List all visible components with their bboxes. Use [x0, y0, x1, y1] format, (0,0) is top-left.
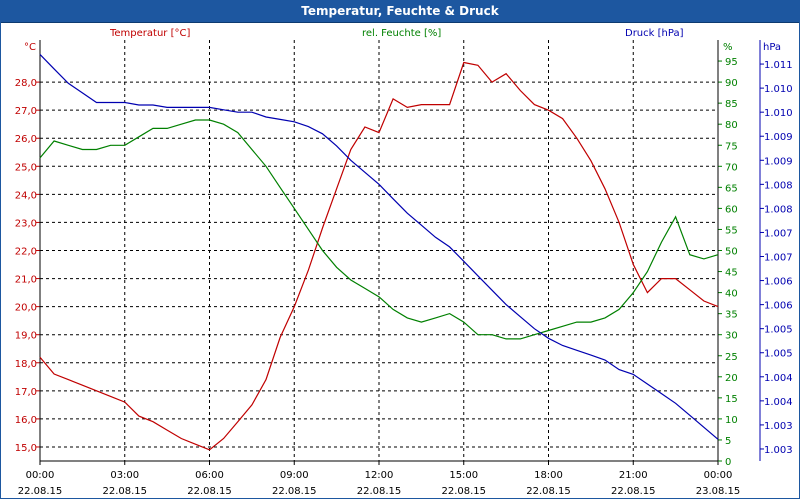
x-tick-time-label: 15:00: [449, 470, 478, 481]
humidity-tick-label: 25: [725, 352, 738, 363]
humidity-tick-label: 0: [725, 457, 731, 468]
pressure-tick-label: 1.004: [764, 397, 793, 408]
temperature-tick-label: 23,0: [15, 218, 37, 229]
temperature-tick-label: 18,0: [15, 359, 37, 370]
x-tick-time-label: 09:00: [280, 470, 309, 481]
pressure-tick-label: 1.005: [764, 325, 793, 336]
humidity-tick-label: 40: [725, 289, 738, 300]
temperature-tick-label: 21,0: [15, 275, 37, 286]
pressure-tick-label: 1.006: [764, 301, 793, 312]
humidity-tick-label: 70: [725, 162, 738, 173]
humidity-tick-label: 75: [725, 141, 738, 152]
temperature-tick-label: 16,0: [15, 415, 37, 426]
temperature-tick-label: 26,0: [15, 134, 37, 145]
temperature-unit-label: °C: [24, 42, 36, 53]
pressure-tick-label: 1.004: [764, 373, 793, 384]
pressure-tick-label: 1.003: [764, 445, 793, 456]
x-tick-time-label: 06:00: [195, 470, 224, 481]
humidity-series-line: [39, 119, 719, 340]
x-tick-date-label: 22.08.15: [611, 486, 656, 497]
pressure-axis-label: Druck [hPa]: [625, 28, 684, 39]
temperature-tick-label: 24,0: [15, 190, 37, 201]
temperature-tick-label: 25,0: [15, 162, 37, 173]
humidity-tick-label: 10: [725, 415, 738, 426]
humidity-tick-label: 95: [725, 57, 738, 68]
pressure-tick-label: 1.009: [764, 132, 793, 143]
humidity-tick-label: 35: [725, 310, 738, 321]
humidity-axis-label: rel. Feuchte [%]: [362, 28, 441, 39]
humidity-tick-label: 80: [725, 120, 738, 131]
temperature-tick-label: 19,0: [15, 331, 37, 342]
pressure-tick-label: 1.007: [764, 253, 793, 264]
pressure-tick-label: 1.010: [764, 108, 793, 119]
x-tick-date-label: 23.08.15: [696, 486, 741, 497]
pressure-tick-label: 1.005: [764, 349, 793, 360]
temperature-tick-label: 22,0: [15, 247, 37, 258]
pressure-tick-label: 1.009: [764, 156, 793, 167]
pressure-series-line: [39, 53, 719, 440]
x-tick-date-label: 22.08.15: [187, 486, 232, 497]
x-tick-date-label: 22.08.15: [526, 486, 571, 497]
humidity-tick-label: 55: [725, 225, 738, 236]
humidity-tick-label: 65: [725, 183, 738, 194]
x-tick-date-label: 22.08.15: [272, 486, 317, 497]
temperature-tick-label: 20,0: [15, 303, 37, 314]
temperature-tick-label: 27,0: [15, 106, 37, 117]
x-tick-date-label: 22.08.15: [102, 486, 147, 497]
humidity-tick-label: 60: [725, 204, 738, 215]
pressure-tick-label: 1.006: [764, 277, 793, 288]
humidity-tick-label: 85: [725, 99, 738, 110]
title-bar: Temperatur, Feuchte & Druck: [0, 0, 800, 23]
humidity-tick-label: 5: [725, 436, 731, 447]
pressure-tick-label: 1.010: [764, 84, 793, 95]
window-title: Temperatur, Feuchte & Druck: [301, 4, 499, 18]
x-tick-date-label: 22.08.15: [357, 486, 402, 497]
humidity-unit-label: %: [723, 42, 733, 53]
temperature-series-line: [39, 61, 719, 451]
x-tick-time-label: 00:00: [26, 470, 55, 481]
humidity-tick-label: 30: [725, 331, 738, 342]
x-tick-time-label: 03:00: [110, 470, 139, 481]
humidity-tick-label: 20: [725, 373, 738, 384]
pressure-tick-label: 1.011: [764, 60, 793, 71]
temperature-axis-label: Temperatur [°C]: [109, 28, 190, 39]
pressure-tick-label: 1.007: [764, 228, 793, 239]
x-tick-time-label: 18:00: [534, 470, 563, 481]
x-tick-time-label: 00:00: [704, 470, 733, 481]
x-tick-date-label: 22.08.15: [441, 486, 486, 497]
x-tick-date-label: 22.08.15: [18, 486, 63, 497]
pressure-unit-label: hPa: [763, 42, 781, 53]
x-tick-time-label: 12:00: [365, 470, 394, 481]
pressure-tick-label: 1.003: [764, 421, 793, 432]
temperature-tick-label: 15,0: [15, 443, 37, 454]
temperature-tick-label: 28,0: [15, 78, 37, 89]
pressure-tick-label: 1.008: [764, 180, 793, 191]
pressure-tick-label: 1.008: [764, 204, 793, 215]
humidity-tick-label: 15: [725, 394, 738, 405]
humidity-tick-label: 45: [725, 268, 738, 279]
humidity-tick-label: 90: [725, 78, 738, 89]
humidity-tick-label: 50: [725, 247, 738, 258]
temperature-tick-label: 17,0: [15, 387, 37, 398]
x-tick-time-label: 21:00: [619, 470, 648, 481]
